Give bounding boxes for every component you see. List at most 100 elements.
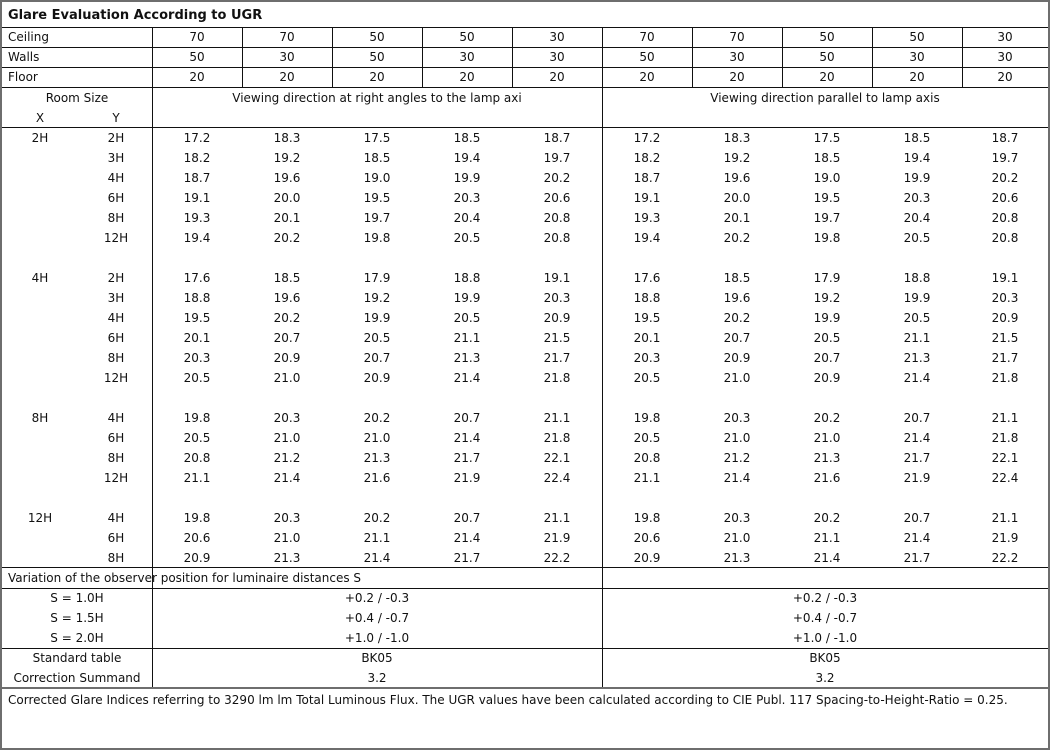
ugr-value: 20.2 — [543, 171, 571, 185]
ugr-value: 18.5 — [363, 151, 391, 165]
ugr-value: 19.6 — [723, 171, 751, 185]
ugr-value: 21.2 — [723, 451, 751, 465]
ugr-value: 21.7 — [453, 451, 481, 465]
ugr-value: 19.1 — [183, 191, 211, 205]
direction-right-angles: Viewing direction at right angles to the… — [232, 91, 522, 105]
ugr-value: 18.8 — [183, 291, 211, 305]
room-y: 12H — [103, 231, 129, 245]
divider — [2, 27, 1048, 28]
ugr-value: 20.5 — [453, 231, 481, 245]
ugr-value: 21.1 — [903, 331, 931, 345]
page-title: Glare Evaluation According to UGR — [8, 8, 263, 23]
ugr-value: 20.7 — [723, 331, 751, 345]
reflectance-value: 20 — [909, 70, 925, 84]
ugr-value: 20.9 — [273, 351, 301, 365]
variation-right: +1.0 / -1.0 — [792, 631, 858, 645]
ugr-value: 21.8 — [991, 431, 1019, 445]
variation-s: S = 2.0H — [50, 631, 104, 645]
room-y: 3H — [107, 291, 125, 305]
ugr-value: 18.2 — [183, 151, 211, 165]
ugr-value: 19.4 — [903, 151, 931, 165]
reflectance-value: 20 — [639, 70, 655, 84]
ugr-value: 19.2 — [273, 151, 301, 165]
correction-right: 3.2 — [815, 671, 835, 685]
reflectance-label: Ceiling — [8, 30, 49, 44]
ugr-value: 20.3 — [723, 511, 751, 525]
ugr-value: 19.6 — [723, 291, 751, 305]
ugr-value: 18.5 — [903, 131, 931, 145]
ugr-value: 22.4 — [543, 471, 571, 485]
ugr-value: 20.7 — [273, 331, 301, 345]
ugr-value: 19.4 — [453, 151, 481, 165]
variation-left: +0.4 / -0.7 — [344, 611, 410, 625]
ugr-value: 20.8 — [991, 211, 1019, 225]
ugr-value: 19.3 — [183, 211, 211, 225]
reflectance-value: 70 — [639, 30, 655, 44]
room-y: 8H — [107, 211, 125, 225]
ugr-value: 18.2 — [633, 151, 661, 165]
ugr-value: 18.5 — [813, 151, 841, 165]
reflectance-value: 20 — [189, 70, 205, 84]
reflectance-value: 30 — [459, 50, 475, 64]
ugr-value: 20.9 — [813, 371, 841, 385]
reflectance-value: 20 — [279, 70, 295, 84]
ugr-value: 21.4 — [813, 551, 841, 565]
room-y: 6H — [107, 331, 125, 345]
ugr-value: 21.4 — [723, 471, 751, 485]
ugr-value: 18.5 — [273, 271, 301, 285]
ugr-value: 18.8 — [903, 271, 931, 285]
footer-divider — [2, 687, 1048, 689]
ugr-value: 19.9 — [363, 311, 391, 325]
reflectance-value: 30 — [549, 50, 565, 64]
ugr-value: 21.7 — [991, 351, 1019, 365]
room-y: 2H — [107, 131, 125, 145]
ugr-value: 18.3 — [273, 131, 301, 145]
reflectance-value: 20 — [729, 70, 745, 84]
ugr-value: 20.0 — [273, 191, 301, 205]
reflectance-value: 20 — [459, 70, 475, 84]
ugr-value: 19.5 — [813, 191, 841, 205]
ugr-value: 21.4 — [903, 371, 931, 385]
room-y: 6H — [107, 431, 125, 445]
ugr-value: 18.5 — [453, 131, 481, 145]
divider — [512, 27, 513, 87]
ugr-value: 21.0 — [363, 431, 391, 445]
ugr-value: 18.5 — [723, 271, 751, 285]
ugr-value: 20.2 — [991, 171, 1019, 185]
room-y: 8H — [107, 451, 125, 465]
ugr-value: 20.5 — [183, 431, 211, 445]
ugr-value: 20.8 — [543, 231, 571, 245]
ugr-value: 19.5 — [183, 311, 211, 325]
ugr-value: 21.5 — [991, 331, 1019, 345]
divider — [782, 27, 783, 87]
room-y: 8H — [107, 351, 125, 365]
ugr-value: 19.5 — [363, 191, 391, 205]
reflectance-value: 70 — [279, 30, 295, 44]
ugr-value: 19.7 — [813, 211, 841, 225]
ugr-value: 18.7 — [543, 131, 571, 145]
ugr-value: 20.2 — [273, 311, 301, 325]
divider — [692, 27, 693, 87]
ugr-value: 21.1 — [453, 331, 481, 345]
divider — [2, 127, 1048, 128]
ugr-value: 20.3 — [543, 291, 571, 305]
ugr-value: 17.5 — [363, 131, 391, 145]
ugr-value: 19.1 — [543, 271, 571, 285]
ugr-value: 21.6 — [363, 471, 391, 485]
divider — [872, 27, 873, 87]
room-y-label: Y — [112, 111, 120, 125]
ugr-value: 20.5 — [813, 331, 841, 345]
ugr-value: 20.3 — [991, 291, 1019, 305]
ugr-value: 21.3 — [453, 351, 481, 365]
ugr-value: 20.5 — [183, 371, 211, 385]
ugr-value: 20.9 — [991, 311, 1019, 325]
room-y: 3H — [107, 151, 125, 165]
reflectance-value: 30 — [997, 30, 1013, 44]
ugr-value: 18.3 — [723, 131, 751, 145]
ugr-value: 21.0 — [813, 431, 841, 445]
ugr-value: 20.3 — [903, 191, 931, 205]
ugr-value: 21.3 — [723, 551, 751, 565]
ugr-value: 21.8 — [543, 371, 571, 385]
ugr-value: 20.5 — [903, 231, 931, 245]
